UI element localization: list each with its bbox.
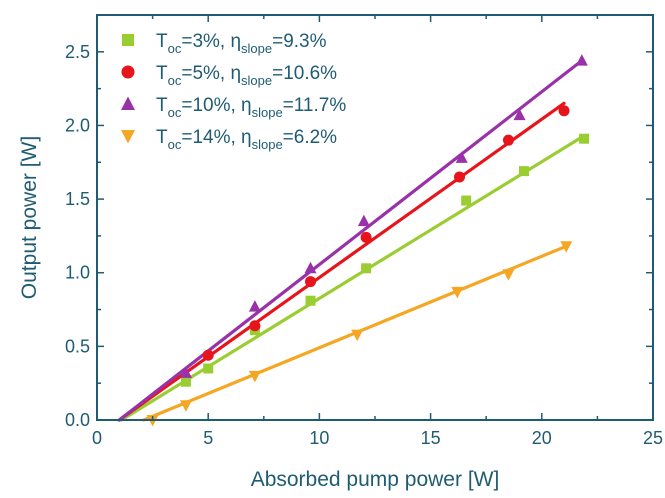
- data-point-square: [361, 263, 372, 274]
- legend-text-part: =14%, η: [181, 127, 251, 148]
- data-point-triangle-down: [502, 269, 515, 281]
- legend-entry-label: Toc=14%, ηslope=6.2%: [156, 127, 337, 152]
- data-point-triangle-up: [248, 300, 261, 312]
- data-point-circle: [360, 231, 372, 243]
- legend-text-part: =10%, η: [181, 95, 251, 116]
- legend-subscript: slope: [241, 73, 272, 88]
- x-tick-label: 15: [421, 428, 441, 448]
- fit-line: [117, 59, 584, 422]
- data-point-triangle-up: [121, 96, 135, 110]
- data-point-triangle-up: [575, 54, 588, 66]
- data-point-triangle-down: [560, 241, 573, 253]
- data-point-triangle-down: [121, 130, 135, 144]
- data-point-triangle-down: [451, 286, 464, 299]
- y-tick-label: 1.5: [65, 189, 90, 209]
- legend-subscript: oc: [168, 105, 182, 120]
- data-point-triangle-up: [455, 151, 468, 163]
- legend-subscript: slope: [241, 41, 272, 56]
- data-point-circle: [305, 276, 317, 288]
- x-tick-label: 0: [92, 428, 102, 448]
- x-tick-label: 10: [309, 428, 329, 448]
- legend-subscript: slope: [252, 137, 283, 152]
- legend-text-part: =11.7%: [283, 95, 347, 116]
- legend-text-part: T: [156, 63, 168, 84]
- data-point-circle: [249, 320, 261, 332]
- x-tick-label: 20: [532, 428, 552, 448]
- fit-line: [117, 101, 566, 422]
- legend-text-part: =5%, η: [181, 63, 241, 84]
- y-tick-label: 1.0: [65, 263, 90, 283]
- data-point-circle: [121, 65, 135, 79]
- legend-entry-label: Toc=5%, ηslope=10.6%: [156, 63, 337, 88]
- y-tick-label: 2.0: [65, 115, 90, 135]
- legend-text-part: =9.3%: [272, 31, 327, 52]
- legend: Toc=3%, ηslope=9.3%Toc=5%, ηslope=10.6%T…: [121, 31, 346, 152]
- x-tick-label: 5: [203, 428, 213, 448]
- x-tick-label: 25: [643, 428, 663, 448]
- x-axis-label: Absorbed pump power [W]: [251, 468, 500, 491]
- y-axis-label: Output power [W]: [18, 136, 41, 299]
- legend-entry-label: Toc=10%, ηslope=11.7%: [156, 95, 346, 120]
- legend-text-part: T: [156, 127, 168, 148]
- data-point-square: [461, 195, 472, 206]
- data-point-triangle-up: [179, 366, 192, 378]
- y-tick-label: 0.5: [65, 336, 90, 356]
- legend-text-part: T: [156, 31, 168, 52]
- data-point-square: [519, 166, 530, 177]
- fit-line: [119, 134, 586, 422]
- axes: 0 5 10 15 20 25 0.0 0.5 1.0 1.5 2.0 2.5: [65, 14, 663, 448]
- data-point-square: [305, 295, 316, 306]
- legend-text-part: =6.2%: [283, 127, 338, 148]
- data-point-circle: [502, 134, 514, 146]
- data-point-triangle-up: [357, 214, 370, 227]
- legend-subscript: oc: [168, 137, 182, 152]
- data-point-circle: [202, 349, 214, 361]
- legend-subscript: oc: [168, 41, 182, 56]
- y-tick-label: 0.0: [65, 410, 90, 430]
- legend-text-part: =10.6%: [272, 63, 337, 84]
- legend-text-part: T: [156, 95, 168, 116]
- legend-text-part: =3%, η: [181, 31, 241, 52]
- data-markers: [146, 54, 590, 427]
- legend-subscript: slope: [252, 105, 283, 120]
- y-tick-label: 2.5: [65, 42, 90, 62]
- data-point-triangle-down: [248, 370, 261, 383]
- data-point-circle: [558, 105, 570, 117]
- fit-lines: [117, 59, 586, 422]
- data-point-triangle-down: [351, 329, 364, 342]
- legend-entry-label: Toc=3%, ηslope=9.3%: [156, 31, 327, 56]
- data-point-square: [203, 363, 214, 374]
- data-point-square: [579, 133, 590, 144]
- data-point-triangle-down: [179, 400, 192, 412]
- data-point-triangle-up: [304, 261, 317, 274]
- data-point-triangle-up: [513, 108, 526, 121]
- data-point-circle: [454, 171, 466, 183]
- legend-subscript: oc: [168, 73, 182, 88]
- data-point-square: [122, 34, 134, 46]
- data-point-square: [180, 376, 191, 387]
